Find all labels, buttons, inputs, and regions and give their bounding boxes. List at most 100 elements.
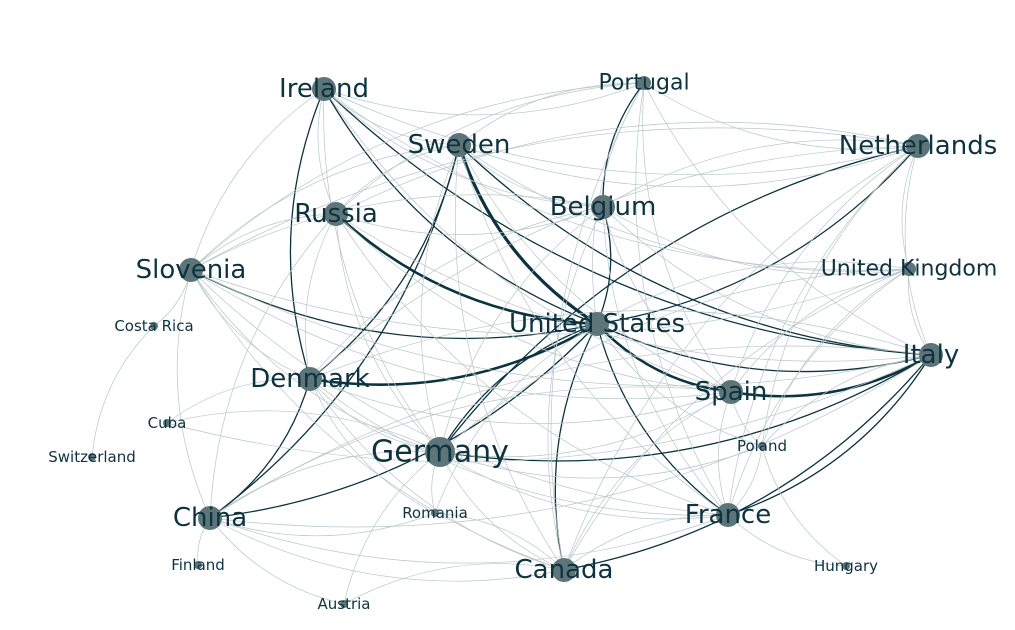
edge-poland-hungary	[761, 445, 847, 567]
edge-portugal-belgium	[602, 82, 645, 208]
edge-netherlands-germany	[439, 145, 919, 453]
node-slovenia	[179, 258, 203, 282]
edge-ireland-germany	[323, 88, 441, 453]
edge-italy-china	[209, 345, 932, 519]
node-label-ireland: Ireland	[279, 74, 369, 104]
edge-germany-china	[209, 450, 441, 519]
edge-germany-cuba	[166, 410, 441, 453]
edge-russia-spain	[335, 213, 732, 393]
edge-germany-italy	[439, 354, 932, 462]
edge-russia-italy	[335, 213, 932, 362]
node-uk	[902, 262, 916, 276]
edge-denmark-germany	[309, 378, 441, 453]
node-portugal	[637, 76, 651, 90]
edge-portugal-sweden	[458, 82, 645, 146]
node-poland	[758, 442, 766, 450]
edge-canada-romania	[434, 512, 565, 571]
edge-sweden-netherlands	[458, 144, 919, 188]
edge-uk-poland	[761, 268, 910, 447]
edge-costarica-switzerland	[91, 325, 155, 458]
labels-layer: United States Germany Ireland Portugal Swede…	[48, 71, 997, 614]
edge-spain-china	[209, 386, 732, 519]
node-ireland	[312, 77, 336, 101]
edge-us-romania	[434, 323, 598, 514]
edge-us-spain	[596, 323, 732, 394]
node-label-switzerland: Switzerland	[48, 448, 136, 466]
node-us	[585, 312, 609, 336]
edge-ireland-spain	[323, 88, 732, 393]
nodes-layer	[88, 76, 943, 608]
edge-belgium-denmark	[309, 206, 604, 380]
node-spain	[719, 380, 743, 404]
edge-italy-denmark	[309, 310, 932, 380]
edge-china-denmark	[209, 378, 311, 519]
node-label-poland: Poland	[737, 437, 787, 455]
edge-denmark-canada	[309, 378, 565, 571]
edge-germany-canada	[439, 451, 565, 571]
edge-netherlands-belgium	[602, 139, 919, 208]
edge-uk-canada	[563, 268, 910, 571]
edge-netherlands-russia	[335, 121, 919, 215]
edge-italy-poland	[761, 354, 932, 447]
edge-slovenia-denmark	[190, 269, 311, 380]
node-romania	[431, 509, 439, 517]
edge-slovenia-canada	[190, 269, 565, 571]
edge-canada-italy	[563, 354, 932, 571]
edge-slovenia-spain	[190, 269, 732, 400]
edge-slovenia-china	[176, 269, 211, 519]
edge-slovenia-italy	[190, 269, 932, 387]
edge-netherlands-uk	[901, 145, 919, 270]
edge-germany-spain	[439, 391, 732, 458]
edge-us-france	[596, 323, 729, 516]
edge-germany-austria	[343, 451, 441, 605]
edge-us-canada	[554, 323, 598, 571]
edge-china-romania	[209, 512, 436, 537]
edge-denmark-us	[309, 322, 598, 386]
edge-germany-poland	[439, 445, 763, 479]
node-label-italy: Italy	[903, 340, 959, 370]
edge-denmark-sweden	[309, 144, 460, 380]
node-russia	[324, 202, 348, 226]
node-france	[716, 503, 740, 527]
edge-ireland-us	[323, 88, 598, 325]
edge-china-sweden	[209, 144, 460, 519]
node-label-canada: Canada	[515, 555, 614, 585]
edge-denmark-cuba	[166, 378, 311, 424]
edge-ireland-slovenia	[190, 88, 325, 271]
node-label-portugal: Portugal	[598, 71, 689, 96]
edge-sweden-spain	[458, 144, 732, 393]
edge-uk-spain	[730, 268, 910, 393]
edge-netherlands-poland	[761, 145, 919, 447]
edge-ireland-sweden	[323, 88, 460, 146]
node-label-germany: Germany	[371, 435, 509, 470]
edge-sweden-russia	[335, 144, 460, 215]
edge-ireland-netherlands	[323, 88, 919, 176]
node-costarica	[150, 322, 158, 330]
edge-spain-france	[718, 391, 732, 516]
edge-netherlands-france	[727, 145, 919, 516]
node-belgium	[591, 195, 615, 219]
node-label-us: United States	[509, 309, 685, 339]
edge-belgium-italy	[602, 206, 932, 356]
edge-germany-france	[439, 451, 729, 520]
edge-netherlands-spain	[730, 145, 919, 393]
edge-belgium-canada	[547, 206, 604, 571]
edge-portugal-spain	[642, 82, 732, 393]
edge-ireland-uk	[323, 88, 910, 271]
edge-ireland-denmark	[289, 88, 325, 380]
node-label-denmark: Denmark	[250, 364, 370, 394]
edge-ireland-portugal	[323, 82, 645, 116]
edge-russia-slovenia	[190, 213, 337, 271]
edge-belgium-france	[602, 206, 729, 516]
edge-ireland-russia	[317, 88, 337, 215]
node-label-belgium: Belgium	[550, 192, 657, 222]
edge-ireland-italy	[323, 88, 932, 356]
edge-netherlands-canada	[563, 145, 919, 571]
node-label-finland: Finland	[171, 556, 225, 574]
node-label-russia: Russia	[294, 199, 378, 229]
node-label-netherlands: Netherlands	[839, 131, 998, 161]
edges-layer	[91, 82, 932, 605]
edge-portugal-russia	[335, 82, 645, 215]
edge-cuba-italy	[166, 354, 932, 463]
edge-russia-germany	[335, 213, 441, 453]
